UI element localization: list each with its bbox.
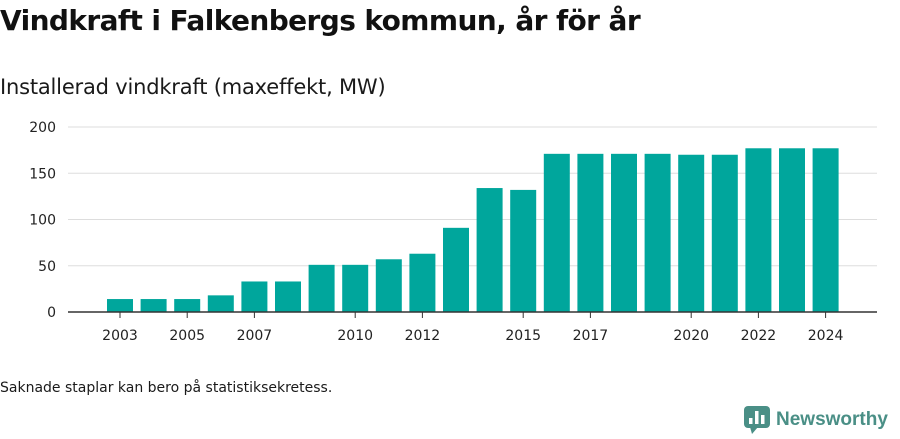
x-axis-ticks: 2003 2005 2007 2010 2012 2015 2017 2020 2022 2024 [102, 312, 844, 344]
bar-2010 [342, 264, 369, 312]
bar-2012 [409, 253, 436, 312]
y-tick-label: 0 [47, 305, 56, 321]
bars [107, 148, 839, 312]
bar-2020 [678, 154, 705, 312]
chart-subtitle: Installerad vindkraft (maxeffekt, MW) [0, 75, 386, 99]
x-tick-label: 2015 [505, 328, 541, 344]
bar-2017 [577, 153, 604, 312]
x-tick-label: 2007 [237, 328, 273, 344]
y-axis-ticks: 0 50 100 150 200 [29, 120, 56, 321]
bar-2006 [207, 295, 234, 312]
bar-2007 [241, 281, 268, 312]
x-tick-label: 2017 [573, 328, 609, 344]
chart-title: Vindkraft i Falkenbergs kommun, år för å… [0, 4, 641, 37]
bar-2024 [812, 148, 839, 312]
y-tick-label: 50 [38, 259, 56, 275]
y-tick-label: 100 [29, 213, 56, 229]
newsworthy-logo-text: Newsworthy [776, 409, 888, 430]
bar-2013 [443, 227, 469, 312]
footnote: Saknade staplar kan bero på statistiksek… [0, 380, 333, 396]
x-tick-label: 2020 [673, 328, 709, 344]
bar-2022 [745, 148, 772, 312]
bar-2023 [779, 148, 805, 312]
x-tick-label: 2022 [741, 328, 777, 344]
gridlines [68, 126, 877, 267]
bar-2011 [375, 259, 402, 312]
x-tick-label: 2003 [102, 328, 138, 344]
x-tick-label: 2012 [405, 328, 441, 344]
bar-2021 [711, 154, 738, 312]
x-tick-label: 2024 [808, 328, 844, 344]
bar-2015 [510, 189, 537, 312]
bar-2004 [140, 299, 167, 312]
bar-2003 [107, 299, 133, 312]
y-tick-label: 200 [29, 120, 56, 136]
newsworthy-logo-icon [744, 406, 770, 434]
bar-2018 [611, 153, 637, 312]
bar-chart: 0 50 100 150 200 2003 2005 2007 2010 2012 2015 201… [29, 120, 877, 344]
bar-2019 [644, 153, 671, 312]
y-tick-label: 150 [29, 166, 56, 182]
bar-2008 [275, 281, 301, 312]
newsworthy-logo: Newsworthy [744, 406, 888, 434]
bar-2014 [476, 188, 503, 312]
bar-2009 [308, 264, 335, 312]
x-tick-label: 2005 [169, 328, 205, 344]
x-tick-label: 2010 [337, 328, 373, 344]
bar-2016 [543, 153, 570, 312]
bar-2005 [174, 299, 201, 312]
